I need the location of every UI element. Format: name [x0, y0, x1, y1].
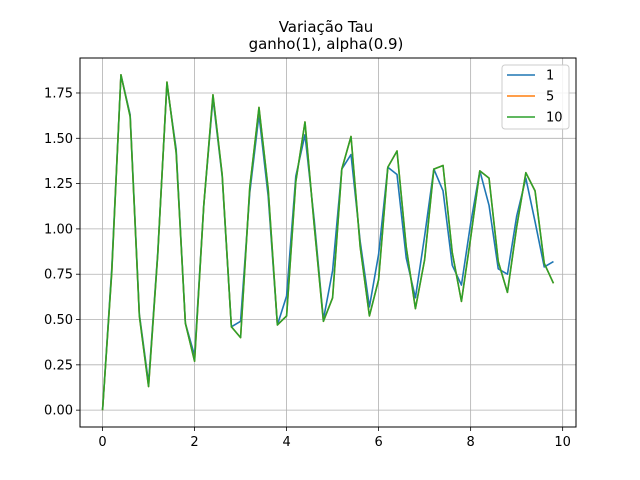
plot-frame — [79, 57, 577, 428]
y-tick-label: 0.50 — [44, 313, 73, 328]
y-axis-ticks: 0.00 0.25 0.50 0.75 1.00 1.25 1.50 1.75 — [44, 86, 80, 419]
legend-label: 10 — [546, 111, 563, 126]
x-tick-label: 2 — [190, 435, 198, 450]
x-axis-ticks: 0 2 4 6 8 10 — [98, 427, 571, 450]
y-tick-label: 1.50 — [44, 132, 73, 147]
grid-lines — [80, 58, 576, 427]
legend-label: 5 — [546, 90, 554, 105]
series-line-10 — [101, 74, 555, 411]
legend-box — [501, 64, 570, 130]
x-tick-label: 8 — [466, 435, 474, 450]
chart-title: Variação Tau — [279, 18, 374, 36]
y-tick-label: 1.25 — [44, 177, 73, 192]
y-tick-label: 0.75 — [44, 268, 73, 283]
chart-subtitle: ganho(1), alpha(0.9) — [249, 35, 404, 53]
x-tick-label: 6 — [374, 435, 382, 450]
y-tick-label: 0.00 — [44, 404, 73, 419]
y-tick-label: 1.00 — [44, 222, 73, 237]
x-tick-label: 0 — [98, 435, 106, 450]
y-tick-label: 0.25 — [44, 358, 73, 373]
y-tick-label: 1.75 — [44, 86, 73, 101]
legend-label: 1 — [546, 69, 554, 84]
series-lines — [101, 74, 555, 411]
x-tick-label: 4 — [282, 435, 290, 450]
x-tick-label: 10 — [554, 435, 571, 450]
